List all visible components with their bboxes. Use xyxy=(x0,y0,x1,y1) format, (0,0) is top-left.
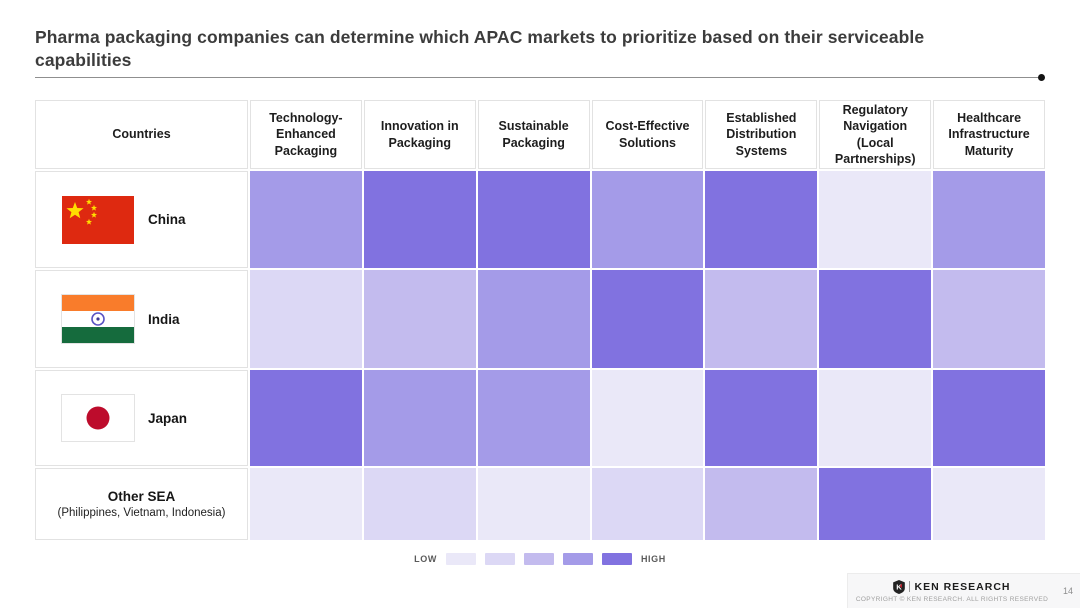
country-label: India xyxy=(148,311,180,327)
brand-name: KEN RESEARCH xyxy=(914,580,1011,593)
heat-cell xyxy=(705,171,818,268)
column-header-cost-effective-solutions: Cost-Effective Solutions xyxy=(591,100,704,169)
column-header-established-distribution-systems: Established Distribution Systems xyxy=(705,100,818,169)
heat-cell xyxy=(705,468,818,540)
heat-cell xyxy=(933,370,1045,466)
legend-swatch-level-2 xyxy=(484,553,515,565)
footer-brand-panel: K KEN RESEARCH COPYRIGHT © KEN RESEARCH.… xyxy=(847,573,1080,608)
legend-swatches xyxy=(445,553,632,565)
heat-cell xyxy=(363,270,476,368)
heat-cell xyxy=(363,370,476,466)
legend-swatch-level-1 xyxy=(445,553,476,565)
india-flag-icon xyxy=(61,294,135,344)
heat-cell xyxy=(819,270,932,368)
heat-cell xyxy=(591,171,704,268)
country-cell-india: India xyxy=(35,270,248,368)
heat-cell xyxy=(363,468,476,540)
country-label: China xyxy=(148,212,186,227)
svg-text:K: K xyxy=(897,582,903,591)
ken-research-shield-icon: K xyxy=(893,579,906,594)
heat-cell xyxy=(477,171,590,268)
page-title: Pharma packaging companies can determine… xyxy=(35,27,925,70)
heat-cell xyxy=(933,270,1045,368)
country-label: Other SEA xyxy=(107,489,176,504)
japan-flag-icon xyxy=(61,394,135,442)
heat-cell xyxy=(363,171,476,268)
legend-swatch-level-4 xyxy=(562,553,593,565)
column-header-sustainable-packaging: Sustainable Packaging xyxy=(477,100,590,169)
title-underline xyxy=(35,77,1038,78)
brand-divider xyxy=(909,581,911,592)
heat-cell xyxy=(591,270,704,368)
heat-cell xyxy=(250,468,362,540)
legend-low-label: LOW xyxy=(414,554,437,564)
heat-cell xyxy=(250,370,362,466)
country-cell-japan: Japan xyxy=(35,370,248,466)
legend-swatch-level-5 xyxy=(601,553,632,565)
heat-cell xyxy=(933,468,1045,540)
country-sublabel: (Philippines, Vietnam, Indonesia) xyxy=(57,507,226,519)
heat-cell xyxy=(250,171,362,268)
column-header-healthcare-infrastructure-maturity: Healthcare Infrastructure Maturity xyxy=(933,100,1045,169)
china-flag-icon xyxy=(62,195,134,244)
title-underline-end-dot xyxy=(1038,74,1045,81)
heat-cell xyxy=(819,370,932,466)
column-header-innovation-in-packaging: Innovation in Packaging xyxy=(363,100,476,169)
page-number: 14 xyxy=(1062,586,1073,596)
column-header-countries: Countries xyxy=(35,100,248,169)
country-cell-other-sea: Other SEA (Philippines, Vietnam, Indonesi… xyxy=(35,468,248,540)
heat-cell xyxy=(477,468,590,540)
heat-cell xyxy=(591,468,704,540)
heat-cell xyxy=(933,171,1045,268)
heat-cell xyxy=(250,270,362,368)
copyright-text: COPYRIGHT © KEN RESEARCH. ALL RIGHTS RES… xyxy=(855,595,1049,603)
heat-cell xyxy=(705,370,818,466)
column-header-technology-enhanced-packaging: Technology-Enhanced Packaging xyxy=(250,100,362,169)
heat-cell xyxy=(477,270,590,368)
brand-logo: K KEN RESEARCH xyxy=(893,579,1011,594)
heat-scale-legend: LOW HIGH xyxy=(35,552,1045,566)
legend-high-label: HIGH xyxy=(640,554,666,564)
column-header-regulatory-navigation: Regulatory Navigation (Local Partnership… xyxy=(819,100,932,169)
country-label: Japan xyxy=(148,410,188,426)
legend-swatch-level-3 xyxy=(523,553,554,565)
heat-cell xyxy=(591,370,704,466)
heat-cell xyxy=(819,171,932,268)
heat-cell xyxy=(477,370,590,466)
heat-cell xyxy=(819,468,932,540)
heat-cell xyxy=(705,270,818,368)
country-cell-china: China xyxy=(35,171,248,268)
heatmap-table: Countries Technology-Enhanced Packaging … xyxy=(35,100,1045,540)
